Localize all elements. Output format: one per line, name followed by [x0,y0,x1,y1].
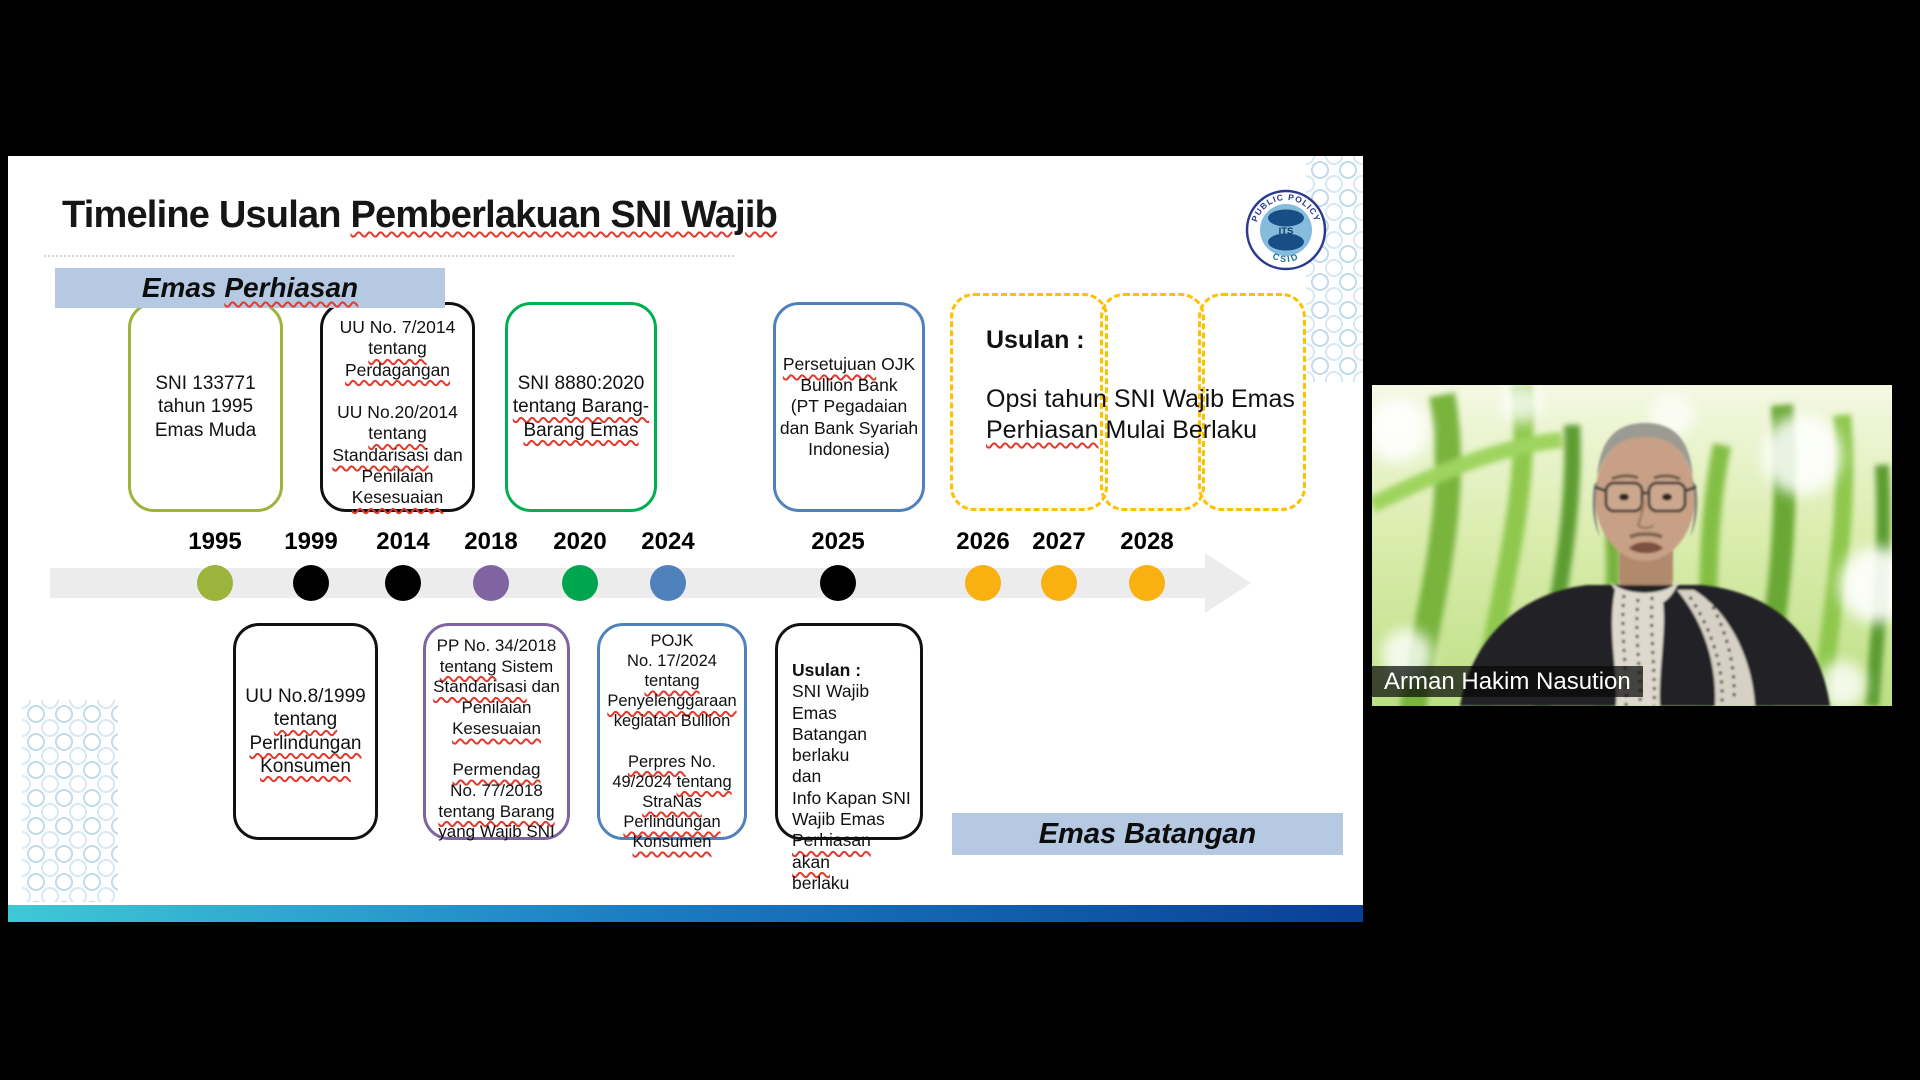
year-label: 1999 [284,528,338,555]
slide-title: Timeline Usulan Pemberlakuan SNI Wajib [62,194,778,236]
usulan-body: Opsi tahun SNI Wajib Emas Perhiasan Mulai… [986,385,1295,444]
timeline-dot [650,565,686,601]
slide-footer-gradient-bar [8,905,1363,922]
emas-batangan-label: Emas Batangan [952,813,1343,855]
usulan-dashed-box-2026 [950,293,1108,511]
participant-video [1372,385,1892,706]
ornament-pattern-top-right [1306,156,1363,382]
timeline-box-top-text: Persetujuan OJK Bullion Bank (PT Pegadaian… [779,353,919,459]
year-label: 2018 [464,528,518,555]
timeline-box-bottom-text: Usulan : SNI Wajib Emas Batangan berlaku da… [792,660,911,893]
timeline-dot [293,565,329,601]
timeline-box-bottom-text: POJK No. 17/2024 tentang Penyelenggaraan keg… [607,632,737,851]
timeline-box-bottom-text: PP No. 34/2018 tentang Sistem Standarisasi… [433,636,560,842]
svg-text:CSID: CSID [1271,251,1301,264]
usulan-dashed-box-2028 [1198,293,1306,511]
timeline-box-top-text: UU No. 7/2014 tentang Perdagangan UU No.20… [332,317,463,508]
usulan-dashed-box-2027 [1100,293,1205,511]
logo-center-text: ITS [1279,226,1294,237]
presentation-slide: Timeline Usulan Pemberlakuan SNI Wajib I… [8,156,1363,922]
timeline-box-top: Persetujuan OJK Bullion Bank (PT Pegadaian… [773,302,925,512]
timeline-arrow-icon [1205,553,1251,613]
timeline-bar [50,568,1205,598]
timeline-dot [965,565,1001,601]
ornament-pattern-bottom-left [22,700,118,902]
logo-arc-bottom-text: CSID [1271,251,1299,264]
year-label: 2024 [641,528,695,555]
timeline-box-top: SNI 133771 tahun 1995 Emas Muda [128,302,283,512]
timeline-dot [820,565,856,601]
timeline-box-top: SNI 8880:2020 tentang Barang- Barang Emas [505,302,657,512]
year-label: 1995 [188,528,242,555]
year-label: 2028 [1120,528,1174,555]
year-label: 2027 [1032,528,1086,555]
timeline-dot [385,565,421,601]
timeline-dot [562,565,598,601]
timeline-box-top-text: SNI 8880:2020 tentang Barang- Barang Emas [512,373,650,441]
timeline-box-bottom: PP No. 34/2018 tentang Sistem Standarisasi… [423,623,570,842]
usulan-heading: Usulan : [986,326,1085,354]
timeline-dot [473,565,509,601]
year-label: 2020 [553,528,607,555]
webcam-tile[interactable]: Arman Hakim Nasution [1372,385,1892,706]
emas-perhiasan-label: Emas Perhiasan [55,268,445,308]
timeline-dot [1041,565,1077,601]
timeline-dot [197,565,233,601]
timeline-box-top-text: SNI 133771 tahun 1995 Emas Muda [154,373,257,441]
participant-name-badge: Arman Hakim Nasution [1372,666,1643,697]
timeline-dot [1129,565,1165,601]
timeline-box-bottom: POJK No. 17/2024 tentang Penyelenggaraan keg… [597,623,747,851]
dotted-divider [44,255,734,257]
timeline-box-bottom-text: UU No.8/1999 tentang Perlindungan Konsumen [245,686,366,777]
timeline-box-bottom: Usulan : SNI Wajib Emas Batangan berlaku da… [775,623,923,893]
year-label: 2026 [956,528,1010,555]
timeline-box-top: UU No. 7/2014 tentang Perdagangan UU No.20… [320,302,475,512]
year-label: 2014 [376,528,430,555]
csid-logo: ITS PUBLIC POLICY CSID [1245,189,1327,271]
timeline-box-bottom: UU No.8/1999 tentang Perlindungan Konsumen [233,623,378,840]
year-label: 2025 [811,528,865,555]
